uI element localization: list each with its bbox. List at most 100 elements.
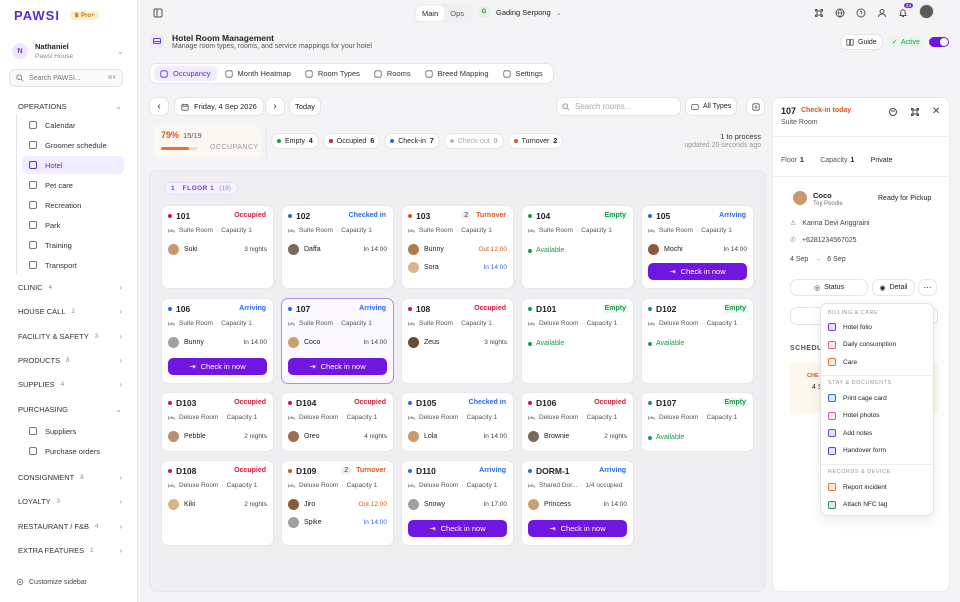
section-loyalty[interactable]: LOYALTY 3 › xyxy=(18,497,122,506)
guest-row[interactable]: Jiro Out 12:00 xyxy=(288,499,387,510)
tab-rooms[interactable]: Rooms xyxy=(368,66,417,81)
tab-settings[interactable]: Settings xyxy=(497,66,549,81)
guest-row[interactable]: Suki 3 nights xyxy=(168,244,267,255)
section-consignment[interactable]: CONSIGNMENT 8 › xyxy=(18,473,122,482)
guest-row[interactable]: Oreo 4 nights xyxy=(288,431,387,442)
menu-item-hotel-photos[interactable]: Hotel photos xyxy=(828,411,880,420)
room-card[interactable]: 107 Arriving Suite Room · Capacity 1 Coco In 1… xyxy=(281,298,394,384)
section-extra-features[interactable]: EXTRA FEATURES 1 › xyxy=(18,546,122,555)
room-card[interactable]: D109 2 Turnover Deluxe Room · Capacity 1 Jiro O… xyxy=(281,460,394,546)
room-card[interactable]: D107 Empty Deluxe Room · Capacity 1 Available xyxy=(641,392,754,452)
room-card[interactable]: D104 Occupied Deluxe Room · Capacity 1 Oreo 4 … xyxy=(281,392,394,452)
mode-main[interactable]: Main xyxy=(416,6,445,21)
sidebar-item-groomer-schedule[interactable]: Groomer schedule xyxy=(22,136,124,154)
prev-date-button[interactable]: ‹ xyxy=(149,97,169,116)
globe-icon[interactable] xyxy=(835,8,845,18)
sidebar-item-purchase-orders[interactable]: Purchase orders xyxy=(22,442,124,460)
status-chip-check-in[interactable]: Check-in 7 xyxy=(384,133,440,149)
guest-row[interactable]: Princess In 14:00 xyxy=(528,499,627,510)
mode-ops[interactable]: Ops xyxy=(450,9,465,18)
guest-row[interactable]: Bunny In 14:00 xyxy=(168,337,267,348)
floor-label[interactable]: 1 FLOOR 1 (19) xyxy=(164,182,238,195)
active-toggle[interactable] xyxy=(929,37,949,47)
phone-row[interactable]: ✆ +6281234567025 xyxy=(790,236,857,245)
section-facility-safety[interactable]: FACILITY & SAFETY 3 › xyxy=(18,332,122,341)
bell-icon[interactable]: 24 xyxy=(898,3,914,18)
profile-avatar[interactable] xyxy=(919,4,934,19)
date-picker[interactable]: Friday, 4 Sep 2026 xyxy=(174,97,264,116)
guest-row[interactable]: Bunny Out 12:00 xyxy=(408,244,507,255)
guest-row[interactable]: Coco In 14:00 xyxy=(288,337,387,348)
room-card[interactable]: 108 Occupied Suite Room · Capacity 1 Zeus 3 ni… xyxy=(401,298,514,384)
tab-room-types[interactable]: Room Types xyxy=(299,66,366,81)
sidebar-item-hotel[interactable]: Hotel xyxy=(22,156,124,174)
check-in-button[interactable]: ⇥ Check in now xyxy=(168,358,267,375)
tab-breed-mapping[interactable]: Breed Mapping xyxy=(419,66,495,81)
guide-button[interactable]: Guide xyxy=(840,34,883,50)
menu-item-handover-form[interactable]: Handover form xyxy=(828,446,886,455)
sidebar-item-recreation[interactable]: Recreation xyxy=(22,196,124,214)
next-date-button[interactable]: › xyxy=(265,97,285,116)
section-supplies[interactable]: SUPPLIES 4 › xyxy=(18,380,122,389)
room-card[interactable]: 106 Arriving Suite Room · Capacity 1 Bunny In … xyxy=(161,298,274,384)
status-chip-check-out[interactable]: Check-out 0 xyxy=(443,133,504,149)
export-button[interactable] xyxy=(746,97,765,116)
room-card[interactable]: 105 Arriving Suite Room · Capacity 1 Mochi In … xyxy=(641,205,754,289)
room-card[interactable]: 103 2 Turnover Suite Room · Capacity 1 Bunny Ou… xyxy=(401,205,514,289)
search-input[interactable]: Search PAWSI... ⌘K xyxy=(9,69,123,87)
guest-row[interactable]: Snowy In 17:00 xyxy=(408,499,507,510)
status-chip-empty[interactable]: Empty 4 xyxy=(271,133,319,149)
section-restaurant-f-b[interactable]: RESTAURANT / F&B 4 › xyxy=(18,522,122,531)
sidebar-item-training[interactable]: Training xyxy=(22,236,124,254)
room-card[interactable]: D102 Empty Deluxe Room · Capacity 1 Available xyxy=(641,298,754,384)
menu-item-care[interactable]: Care xyxy=(828,358,857,366)
guest-row[interactable]: Mochi In 14:00 xyxy=(648,244,747,255)
more-button[interactable]: ⋯ xyxy=(918,279,937,296)
today-button[interactable]: Today xyxy=(289,97,322,116)
guest-row[interactable]: Sora In 14:00 xyxy=(408,262,507,273)
section-operations[interactable]: OPERATIONS ⌄ xyxy=(18,102,122,111)
sidebar-item-pet-care[interactable]: Pet care xyxy=(22,176,124,194)
guest-row[interactable]: Zeus 3 nights xyxy=(408,337,507,348)
room-card[interactable]: 102 Checked in Suite Room · Capacity 1 Daffa I… xyxy=(281,205,394,289)
room-card[interactable]: D108 Occupied Deluxe Room · Capacity 1 Kiki 2 … xyxy=(161,460,274,546)
check-in-button[interactable]: ⇥ Check in now xyxy=(648,263,747,280)
guest-row[interactable]: Spike In 14:00 xyxy=(288,517,387,528)
menu-item-print-cage-card[interactable]: Print cage card xyxy=(828,394,887,402)
guest-row[interactable]: Kiki 2 nights xyxy=(168,499,267,510)
customize-sidebar[interactable]: Customize sidebar xyxy=(16,578,87,586)
section-products[interactable]: PRODUCTS 8 › xyxy=(18,356,122,365)
guest-row[interactable]: Daffa In 14:00 xyxy=(288,244,387,255)
sidebar-item-park[interactable]: Park xyxy=(22,216,124,234)
room-card[interactable]: D106 Occupied Deluxe Room · Capacity 1 Browni… xyxy=(521,392,634,452)
check-in-button[interactable]: ⇥ Check in now xyxy=(288,358,387,375)
room-card[interactable]: 104 Empty Suite Room · Capacity 1 Available xyxy=(521,205,634,289)
detail-button[interactable]: ◉ Detail xyxy=(872,279,915,296)
status-chip-occupied[interactable]: Occupied 6 xyxy=(322,133,381,149)
command-icon[interactable] xyxy=(814,8,824,18)
menu-item-report-incident[interactable]: Report incident xyxy=(828,483,887,491)
section-house-call[interactable]: HOUSE CALL 2 › xyxy=(18,307,122,316)
guest-row[interactable]: Brownie 2 nights xyxy=(528,431,627,442)
room-search-input[interactable]: Search rooms... xyxy=(556,97,681,116)
status-chip-turnover[interactable]: Turnover 2 xyxy=(507,133,564,149)
app-logo[interactable]: PAWSI xyxy=(14,8,60,23)
status-button[interactable]: ◎ Status xyxy=(790,279,868,296)
guest-row[interactable]: Pebble 2 nights xyxy=(168,431,267,442)
menu-item-hotel-folio[interactable]: Hotel folio xyxy=(828,323,872,331)
user-switcher[interactable]: N Nathaniel Pawsi House ⌄ xyxy=(12,42,124,60)
sidebar-toggle-icon[interactable] xyxy=(153,8,163,18)
room-card[interactable]: D101 Empty Deluxe Room · Capacity 1 Available xyxy=(521,298,634,384)
tab-occupancy[interactable]: Occupancy xyxy=(154,66,217,81)
tab-month-heatmap[interactable]: Month Heatmap xyxy=(219,66,297,81)
sidebar-item-calendar[interactable]: Calendar xyxy=(22,116,124,134)
room-card[interactable]: D110 Arriving Deluxe Room · Capacity 1 Snowy I… xyxy=(401,460,514,546)
room-card[interactable]: D103 Occupied Deluxe Room · Capacity 1 Pebble… xyxy=(161,392,274,452)
section-purchasing[interactable]: PURCHASING ⌄ xyxy=(18,405,122,414)
check-in-button[interactable]: ⇥ Check in now xyxy=(528,520,627,537)
branch-selector[interactable]: G Gading Serpong ⌄ xyxy=(478,6,562,18)
menu-item-add-notes[interactable]: Add notes xyxy=(828,429,872,437)
users-icon[interactable] xyxy=(877,8,887,18)
menu-item-attach-nfc-tag[interactable]: Attach NFC tag xyxy=(828,500,887,509)
section-clinic[interactable]: CLINIC 4 › xyxy=(18,283,122,292)
